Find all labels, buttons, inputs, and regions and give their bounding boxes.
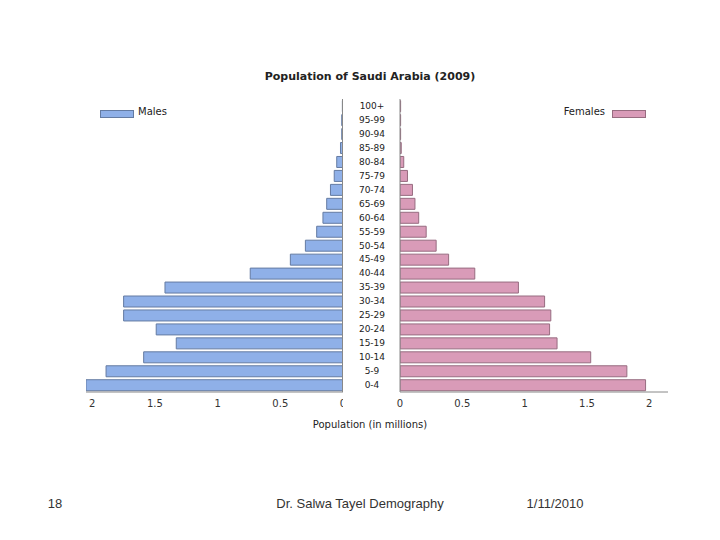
html-text:Males: Males [138,106,167,117]
html-text:Population (in millions): Population (in millions) [312,419,428,430]
html-text:18: 18 [47,496,63,511]
svg-text:1: 1 [521,398,527,409]
svg-text:5-9: 5-9 [365,366,380,376]
svg-text:55-59: 55-59 [359,227,385,237]
html-text:Population of Saudi Arabia (20: Population of Saudi Arabia (2009) [264,70,476,83]
html-text:1/11/2010: 1/11/2010 [526,496,584,511]
svg-text:30-34: 30-34 [359,296,385,306]
svg-text:90-94: 90-94 [359,129,385,139]
svg-text:0: 0 [397,398,403,409]
html-text:Females: Females [563,106,605,117]
svg-text:60-64: 60-64 [359,213,385,223]
svg-text:35-39: 35-39 [359,282,385,292]
svg-text:1.5: 1.5 [579,398,595,409]
svg-text:65-69: 65-69 [359,199,385,209]
svg-text:10-14: 10-14 [359,352,385,362]
svg-text:0: 0 [340,398,343,409]
svg-text:0.5: 0.5 [454,398,470,409]
svg-text:100+: 100+ [360,101,385,111]
html-text:Dr. Salwa Tayel Demography: Dr. Salwa Tayel Demography [276,496,444,511]
svg-text:20-24: 20-24 [359,324,385,334]
svg-text:95-99: 95-99 [359,115,385,125]
svg-text:85-89: 85-89 [359,143,385,153]
svg-text:15-19: 15-19 [359,338,385,348]
svg-text:50-54: 50-54 [359,241,385,251]
svg-text:0.5: 0.5 [272,398,288,409]
svg-text:25-29: 25-29 [359,310,385,320]
svg-text:80-84: 80-84 [359,157,385,167]
svg-text:75-79: 75-79 [359,171,385,181]
svg-text:45-49: 45-49 [359,254,385,264]
svg-text:1.5: 1.5 [147,398,163,409]
svg-text:2: 2 [89,398,95,409]
svg-text:1: 1 [214,398,220,409]
svg-text:0-4: 0-4 [365,380,380,390]
svg-text:2: 2 [646,398,652,409]
svg-text:40-44: 40-44 [359,268,385,278]
svg-text:70-74: 70-74 [359,185,385,195]
